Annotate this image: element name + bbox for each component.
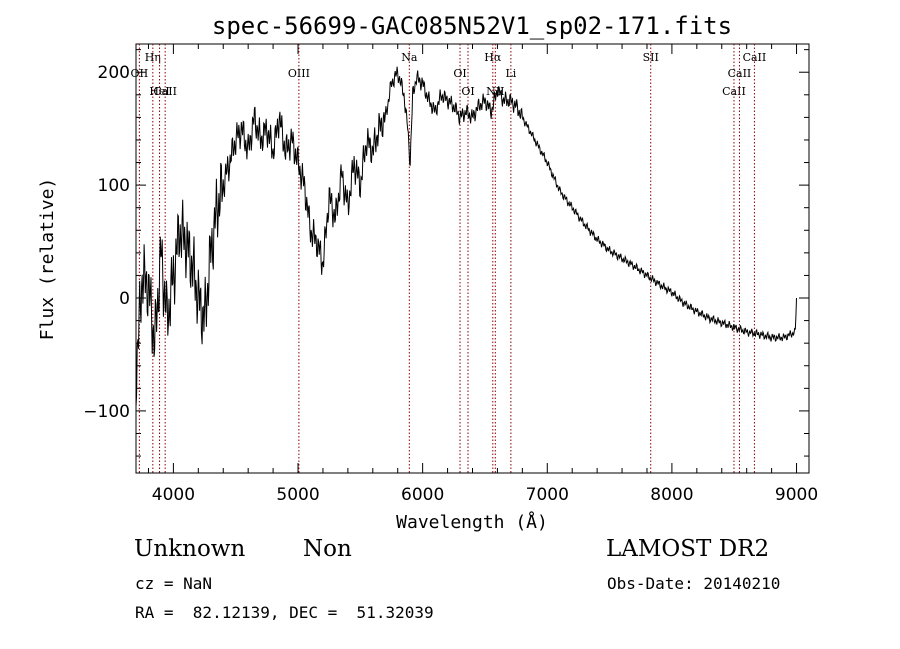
axis-ticks: 4000 5000 6000 7000 8000 9000 −100 0 100 200 bbox=[83, 44, 818, 505]
observation-date: Obs-Date: 20140210 bbox=[607, 574, 781, 593]
spectral-line-label: SII bbox=[643, 51, 659, 64]
spectral-line-label: CaII bbox=[153, 85, 177, 98]
y-tick-label: 200 bbox=[98, 63, 130, 83]
flux-series-line bbox=[135, 66, 797, 407]
x-axis-label: Wavelength (Å) bbox=[396, 511, 548, 533]
spectral-line-label: OI bbox=[453, 67, 466, 80]
spectral-line-markers: HηOIICaIIHeIOIIINaOIOIHαNIILiSIICaIICaII… bbox=[131, 44, 767, 473]
chart-title: spec-56699-GAC085N52V1_sp02-171.fits bbox=[212, 12, 732, 40]
x-tick-label: 8000 bbox=[650, 485, 693, 505]
spectral-line-label: CaII bbox=[728, 67, 752, 80]
spectral-line-label: Na bbox=[401, 51, 418, 64]
x-tick-label: 6000 bbox=[401, 485, 444, 505]
x-tick-label: 5000 bbox=[276, 485, 319, 505]
spectral-line-label: OIII bbox=[288, 67, 310, 80]
x-tick-label: 4000 bbox=[152, 485, 195, 505]
y-tick-label: 0 bbox=[119, 289, 130, 309]
spectral-line-label: CaII bbox=[722, 85, 746, 98]
spectral-line-label: Hα bbox=[484, 51, 502, 64]
redshift-cz: cz = NaN bbox=[135, 574, 213, 593]
x-tick-label: 7000 bbox=[526, 485, 569, 505]
spectral-line-label: Li bbox=[505, 67, 516, 80]
y-tick-label: −100 bbox=[83, 402, 130, 422]
object-subclass: Non bbox=[303, 536, 352, 562]
spectral-line-label: OII bbox=[131, 67, 149, 80]
x-tick-label: 9000 bbox=[775, 485, 818, 505]
spectral-line-label: HeI bbox=[149, 85, 169, 98]
spectral-line-label: Hη bbox=[145, 51, 161, 64]
spectral-line-label: OI bbox=[461, 85, 474, 98]
spectral-line-label: CaII bbox=[743, 51, 767, 64]
plot-frame bbox=[135, 43, 810, 474]
y-tick-label: 100 bbox=[98, 176, 130, 196]
ra-dec: RA = 82.12139, DEC = 51.32039 bbox=[135, 603, 434, 622]
y-axis-label: Flux (relative) bbox=[37, 178, 58, 341]
object-class: Unknown bbox=[134, 536, 246, 562]
survey-name: LAMOST DR2 bbox=[606, 536, 770, 562]
